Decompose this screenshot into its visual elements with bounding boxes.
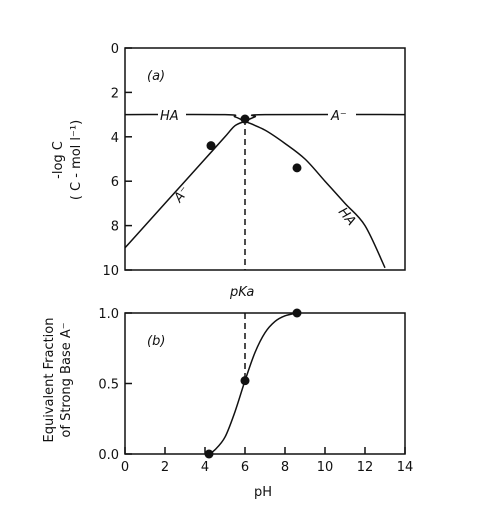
panel-b-xtick-label: 2 — [161, 460, 169, 475]
panel-b-xtick-label: 4 — [201, 460, 209, 475]
panel-b-ytick-label: 0.0 — [98, 448, 119, 463]
panel-b-xtick-label: 12 — [357, 460, 374, 475]
label-a-right-bg — [328, 107, 356, 123]
pka-label: pKa — [229, 285, 254, 300]
panel-b-ytick-label: 1.0 — [98, 307, 119, 322]
fraction-curve — [208, 312, 298, 455]
series-ha-line — [124, 113, 386, 269]
panel-a-y-ticks: 0 2 4 6 8 10 — [102, 42, 132, 279]
series-a-line — [124, 113, 406, 249]
panel-a-frame — [124, 47, 406, 271]
panel-a-ytick-label: 6 — [111, 175, 119, 190]
panel-b-points — [204, 308, 302, 459]
panel-b-xlabel: pH — [254, 485, 272, 500]
panel-a-ylabel-units: ( C - mol l⁻¹) — [69, 120, 84, 200]
panel-a-points — [206, 114, 302, 173]
label-a-diag: A⁻ — [171, 184, 193, 206]
panel-b-xtick-label: 6 — [241, 460, 249, 475]
panel-a-ytick-label: 0 — [111, 42, 119, 57]
panel-b-x-ticks: 0 2 4 6 8 10 12 14 — [121, 447, 413, 475]
panel-a-data-point — [292, 163, 302, 173]
panel-b-frame — [124, 312, 406, 455]
panel-a-data-point — [240, 114, 250, 124]
panel-a-ytick-label: 8 — [111, 220, 119, 235]
panel-b-xtick-label: 0 — [121, 460, 129, 475]
panel-b-ylabel: Equivalent Fraction — [42, 318, 57, 443]
panel-a-ytick-label: 2 — [111, 86, 119, 101]
panel-b-data-point — [292, 308, 302, 318]
panel-b-ylabel2: of Strong Base A⁻ — [59, 322, 74, 437]
panel-b-xtick-label: 14 — [397, 460, 414, 475]
label-ha-left-bg — [158, 107, 186, 123]
label-ha-diag: HA — [335, 205, 358, 229]
panel-b-xtick-label: 8 — [281, 460, 289, 475]
panel-a-ylabel: -log C — [51, 141, 66, 179]
panel-b-label: (b) — [147, 334, 165, 349]
panel-a-ytick-label: 10 — [102, 264, 119, 279]
panel-a-ytick-label: 4 — [111, 131, 119, 146]
label-ha-left: HA — [160, 109, 179, 124]
panel-a-label: (a) — [147, 69, 165, 84]
panel-b-xtick-label: 10 — [317, 460, 334, 475]
panel-a-data-point — [206, 141, 216, 151]
panel-b-y-ticks: 0.0 0.5 1.0 — [98, 307, 132, 463]
panel-b-ytick-label: 0.5 — [98, 378, 119, 393]
panel-b-data-point — [204, 449, 214, 459]
label-a-right: A⁻ — [330, 109, 347, 124]
panel-b-data-point — [240, 376, 250, 386]
panel-b: 0.0 0.5 1.0 0 2 4 6 8 10 12 14 (b) Equivalent Fra… — [42, 307, 413, 500]
